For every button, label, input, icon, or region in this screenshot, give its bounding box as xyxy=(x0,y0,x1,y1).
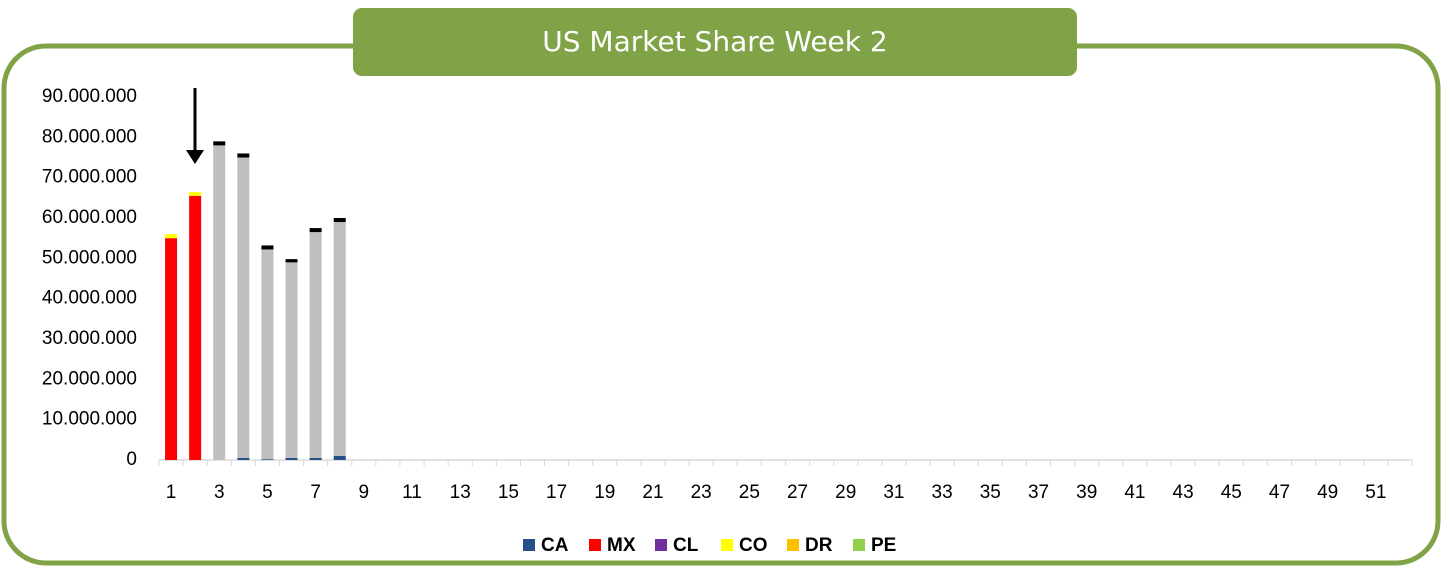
bar-segment xyxy=(309,232,322,458)
bar-segment xyxy=(189,192,202,196)
x-tick-label: 27 xyxy=(787,482,808,503)
y-tick-label: 70.000.000 xyxy=(42,167,137,188)
legend-label: PE xyxy=(871,535,896,556)
x-tick-label: 35 xyxy=(980,482,1001,503)
x-tick-label: 33 xyxy=(932,482,953,503)
chart-title: US Market Share Week 2 xyxy=(542,25,887,58)
bar-segment xyxy=(213,141,226,146)
x-tick-label: 9 xyxy=(359,482,370,503)
x-tick-label: 49 xyxy=(1317,482,1338,503)
x-tick-label: 29 xyxy=(835,482,856,503)
x-tick-label: 23 xyxy=(691,482,712,503)
x-tick-label: 51 xyxy=(1365,482,1386,503)
legend-swatch xyxy=(787,539,799,551)
bar-segment xyxy=(189,195,202,461)
x-tick-label: 43 xyxy=(1173,482,1194,503)
x-tick-label: 37 xyxy=(1028,482,1049,503)
title-banner xyxy=(353,8,1077,76)
legend-swatch xyxy=(589,539,601,551)
legend-label: MX xyxy=(607,535,636,556)
x-tick-label: 7 xyxy=(310,482,321,503)
bar-segment xyxy=(333,218,346,223)
bar-segment xyxy=(285,259,298,263)
y-tick-label: 40.000.000 xyxy=(42,288,137,309)
y-tick-label: 30.000.000 xyxy=(42,328,137,349)
bar-segment xyxy=(237,157,250,458)
bar-segment xyxy=(333,455,346,460)
bar-segment xyxy=(165,238,178,460)
bar-segment xyxy=(261,245,274,250)
bar-segment xyxy=(237,457,250,460)
x-tick-label: 1 xyxy=(166,482,177,503)
y-tick-label: 10.000.000 xyxy=(42,409,137,430)
bar-segment xyxy=(309,228,322,233)
y-tick-label: 60.000.000 xyxy=(42,207,137,228)
bar-segment xyxy=(285,262,298,458)
bar-segment xyxy=(261,459,274,460)
y-tick-label: 0 xyxy=(126,449,137,470)
x-tick-label: 21 xyxy=(642,482,663,503)
y-tick-label: 80.000.000 xyxy=(42,126,137,147)
arrow-head xyxy=(186,150,204,164)
x-tick-label: 5 xyxy=(262,482,273,503)
legend-label: CL xyxy=(673,535,699,556)
bar-segment xyxy=(333,222,346,456)
x-tick-label: 47 xyxy=(1269,482,1290,503)
x-tick-label: 19 xyxy=(594,482,615,503)
y-tick-label: 90.000.000 xyxy=(42,86,137,107)
bar-segment xyxy=(309,457,322,460)
x-tick-label: 13 xyxy=(450,482,471,503)
bar-segment xyxy=(261,249,274,460)
legend-swatch xyxy=(853,539,865,551)
bar-segment xyxy=(237,153,250,158)
x-tick-label: 17 xyxy=(546,482,567,503)
legend-swatch xyxy=(655,539,667,551)
bar-segment xyxy=(165,234,178,239)
bar-segment xyxy=(213,145,226,460)
x-tick-label: 41 xyxy=(1124,482,1145,503)
x-tick-label: 11 xyxy=(402,482,422,503)
x-tick-label: 31 xyxy=(883,482,904,503)
legend-swatch xyxy=(721,539,733,551)
legend-swatch xyxy=(523,539,535,551)
legend-label: CO xyxy=(739,535,768,556)
x-tick-label: 15 xyxy=(498,482,519,503)
legend-label: CA xyxy=(541,535,569,556)
bar-segment xyxy=(285,457,298,460)
x-tick-label: 39 xyxy=(1076,482,1097,503)
legend-label: DR xyxy=(805,535,833,556)
y-tick-label: 50.000.000 xyxy=(42,247,137,268)
x-tick-label: 25 xyxy=(739,482,760,503)
x-tick-label: 45 xyxy=(1221,482,1242,503)
x-tick-label: 3 xyxy=(214,482,225,503)
y-tick-label: 20.000.000 xyxy=(42,368,137,389)
